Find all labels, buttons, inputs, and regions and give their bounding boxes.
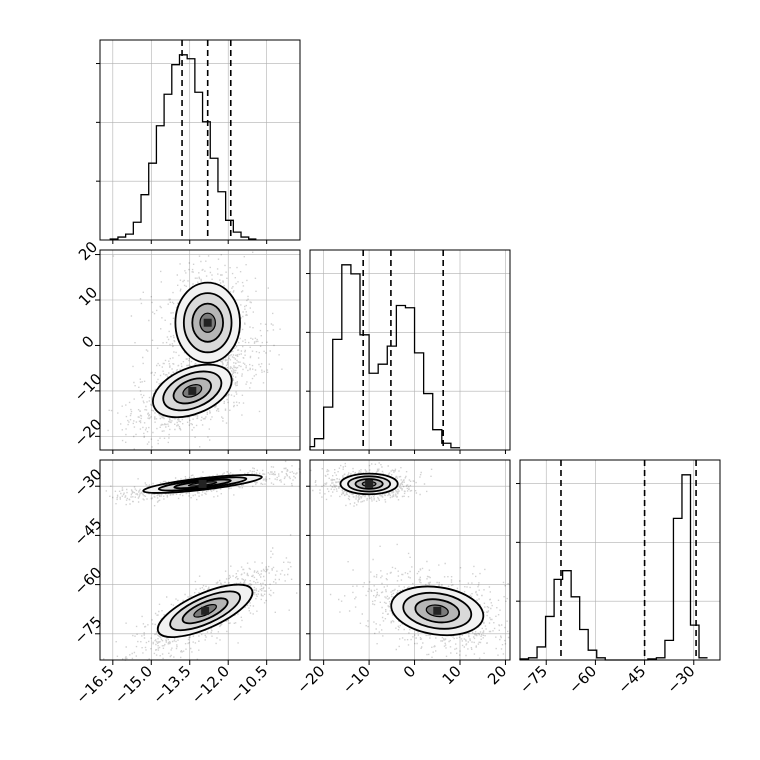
panel-frame — [309, 249, 511, 451]
panel-frame — [99, 249, 301, 451]
y-tick-label: 10 — [75, 283, 101, 309]
x-tick-label: 10 — [439, 662, 465, 688]
histogram-panel-2 — [516, 459, 721, 661]
density-peak — [203, 318, 212, 327]
y-tick-label: 20 — [75, 238, 101, 264]
density-peak — [365, 479, 374, 488]
scatter-panel-2-0 — [99, 459, 301, 661]
panel-frame — [99, 459, 301, 661]
density-peak — [201, 606, 210, 615]
panel-frame — [99, 39, 301, 241]
histogram-panel-0 — [96, 39, 301, 241]
scatter-panel-2-1 — [309, 459, 511, 661]
histogram-panel-1 — [306, 249, 511, 451]
histogram-steps — [519, 474, 708, 661]
density-peak — [188, 386, 197, 395]
x-tick-label: −15.0 — [111, 662, 156, 707]
x-tick-label: −75 — [516, 662, 551, 697]
density-peak — [198, 479, 207, 488]
histogram-steps — [109, 54, 257, 240]
panel-frame — [309, 459, 511, 661]
x-tick-label: −60 — [565, 662, 600, 697]
x-tick-label: −16.5 — [72, 662, 117, 707]
x-tick-label: −12.0 — [188, 662, 233, 707]
x-tick-label: −10.5 — [226, 662, 271, 707]
scatter-panel-1-0 — [99, 249, 301, 451]
x-tick-label: −45 — [614, 662, 649, 697]
x-tick-label: 20 — [484, 662, 510, 688]
panel-frame — [519, 459, 721, 661]
x-tick-label: −10 — [339, 662, 374, 697]
x-tick-label: 0 — [400, 662, 419, 681]
x-tick-label: −13.5 — [149, 662, 194, 707]
histogram-steps — [309, 264, 460, 450]
x-tick-label: −20 — [293, 662, 328, 697]
y-tick-label: 0 — [78, 332, 97, 351]
scatter-points — [310, 462, 510, 661]
x-tick-label: −30 — [663, 662, 698, 697]
density-peak — [433, 606, 442, 615]
